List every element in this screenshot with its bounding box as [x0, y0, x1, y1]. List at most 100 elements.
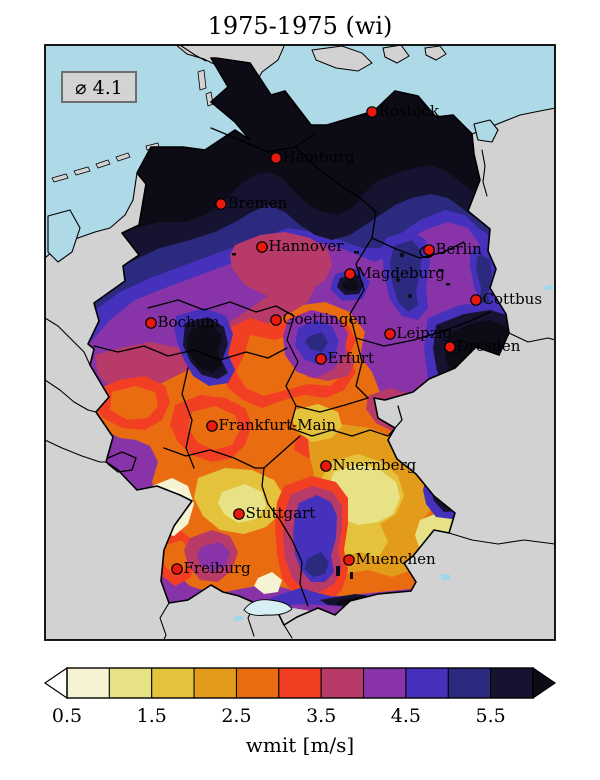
city-goettingen: Goettingen: [270, 310, 368, 328]
colorbar-segment: [405, 667, 449, 699]
city-label: Erfurt: [328, 349, 375, 367]
city-berlin: Berlin: [423, 240, 483, 258]
colorbar-segment: [363, 667, 407, 699]
city-label: Freiburg: [184, 559, 252, 577]
foreign-borders: [45, 45, 555, 640]
city-marker-dot: [270, 314, 282, 326]
city-label: Hannover: [269, 237, 345, 255]
city-frankfurt-main: Frankfurt-Main: [206, 416, 337, 434]
lakes: [234, 285, 553, 621]
city-marker-dot: [384, 328, 396, 340]
city-freiburg: Freiburg: [171, 559, 252, 577]
city-nuernberg: Nuernberg: [320, 456, 417, 474]
city-marker-dot: [444, 341, 456, 353]
city-magdeburg: Magdeburg: [344, 264, 446, 282]
city-rostock: Rostock: [366, 102, 440, 120]
colorbar: 0.5 1.5 2.5 3.5 4.5 5.5 wmit [m/s]: [43, 666, 557, 757]
city-marker-dot: [171, 563, 183, 575]
city-hamburg: Hamburg: [270, 148, 356, 166]
city-label: Muenchen: [356, 550, 436, 568]
colorbar-tick-label: 3.5: [306, 705, 336, 727]
city-marker-dot: [145, 317, 157, 329]
black-forest-blob: [184, 530, 238, 582]
danish-island: [311, 45, 373, 72]
sauerland-spot: [174, 308, 235, 386]
core-indigo: [304, 552, 329, 577]
city-marker-dot: [320, 460, 332, 472]
colorbar-under-arrow: [43, 666, 68, 700]
swabian-alb-blob: [275, 476, 348, 604]
city-bremen: Bremen: [215, 194, 288, 212]
city-label: Bochum: [158, 313, 220, 331]
city-marker-dot: [315, 353, 327, 365]
magenta-bremen-hannover: [230, 232, 332, 298]
mean-badge: ⌀ 4.1: [61, 71, 137, 103]
lake-constance: [243, 599, 293, 616]
core-purple: [197, 542, 230, 572]
city-label: Cottbus: [483, 290, 543, 308]
colorbar-segment: [193, 667, 237, 699]
colorbar-over-arrow: [532, 666, 557, 700]
city-marker-dot: [343, 554, 355, 566]
ijsselmeer-lake: [47, 209, 81, 263]
city-markers: Rostock Hamburg Bremen Hannover Berlin Magdeb…: [145, 102, 543, 577]
lake-speck: [545, 285, 553, 290]
small-water-specks: [232, 251, 450, 579]
city-marker-dot: [215, 198, 227, 210]
city-marker-dot: [233, 508, 245, 520]
colorbar-segment: [151, 667, 195, 699]
khaki-stuttgart: [218, 484, 266, 523]
city-marker-dot: [270, 152, 282, 164]
magenta-band: [95, 282, 315, 392]
city-label: Magdeburg: [357, 264, 446, 282]
city-label: Hamburg: [283, 148, 356, 166]
city-label: Dresden: [457, 337, 521, 355]
city-label: Rostock: [379, 102, 440, 120]
colorbar-segment: [278, 667, 322, 699]
yellow-main: [292, 404, 342, 442]
orange-core: [110, 386, 158, 420]
colorbar-tick-label: 2.5: [221, 705, 251, 727]
city-label: Goettingen: [283, 310, 368, 328]
colorbar-segment: [108, 667, 153, 699]
mean-badge-box: [61, 71, 137, 103]
colorbar-ticks: 0.5 1.5 2.5 3.5 4.5 5.5: [52, 705, 506, 727]
colorbar-tick-label: 4.5: [391, 705, 421, 727]
colorbar-segment: [320, 667, 365, 699]
city-label: Stuttgart: [246, 504, 316, 522]
cream-lech: [254, 572, 282, 594]
city-label: Berlin: [436, 240, 483, 258]
danish-island: [424, 45, 447, 61]
city-dresden: Dresden: [444, 337, 521, 355]
colorbar-tick-label: 1.5: [137, 705, 167, 727]
colorbar-segments: [66, 667, 534, 699]
city-marker-dot: [256, 241, 268, 253]
core-indigo: [390, 240, 422, 312]
mean-badge-value: ⌀ 4.1: [75, 77, 123, 99]
state-borders: [93, 127, 491, 607]
germany-border: [87, 57, 510, 626]
city-marker-dot: [206, 420, 218, 432]
city-muenchen: Muenchen: [343, 550, 436, 568]
colorbar-outline: [66, 667, 534, 699]
colorbar-segment: [66, 667, 110, 699]
orange-core: [161, 540, 190, 576]
city-label: Bremen: [228, 194, 288, 212]
city-marker-dot: [344, 268, 356, 280]
goettingen-se-blob: [283, 310, 348, 378]
city-label: Nuernberg: [333, 456, 417, 474]
city-label: Leipzig: [397, 324, 453, 342]
city-marker-dot: [423, 244, 435, 256]
lake-speck: [234, 616, 243, 621]
szczecin-lagoon: [473, 119, 499, 143]
city-label: Frankfurt-Main: [219, 416, 337, 434]
city-hannover: Hannover: [256, 237, 345, 255]
colorbar-segment: [235, 667, 280, 699]
colorbar-segment: [447, 667, 492, 699]
map-frame: [44, 44, 556, 641]
city-marker-dot: [470, 294, 482, 306]
city-stuttgart: Stuttgart: [233, 504, 316, 522]
city-bochum: Bochum: [145, 313, 220, 331]
